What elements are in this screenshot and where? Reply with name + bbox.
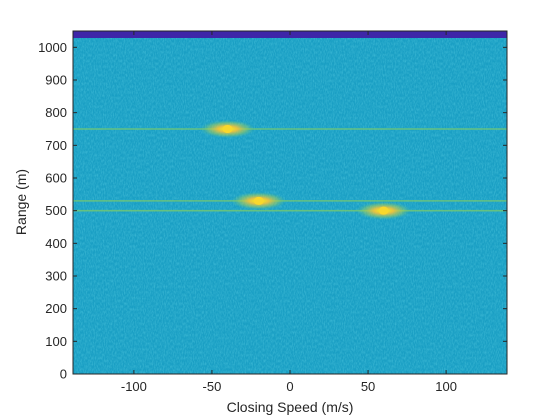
y-tick-label: 300 (45, 269, 67, 284)
y-tick-label: 1000 (38, 40, 67, 55)
y-tick-label: 700 (45, 138, 67, 153)
x-tick-label: 0 (286, 379, 293, 394)
heatmap-noise-texture (73, 31, 507, 374)
x-tick-label: -100 (121, 379, 147, 394)
y-tick-label: 600 (45, 171, 67, 186)
y-tick-label: 900 (45, 73, 67, 88)
y-tick-label: 0 (60, 367, 67, 382)
target-peak-1 (253, 196, 264, 205)
y-tick-label: 500 (45, 203, 67, 218)
target-peak-0 (222, 125, 233, 133)
y-tick-label: 400 (45, 236, 67, 251)
y-tick-label: 200 (45, 301, 67, 316)
x-tick-label: 50 (361, 379, 375, 394)
y-tick-label: 800 (45, 105, 67, 120)
target-peak-2 (378, 206, 389, 215)
x-tick-label: -50 (203, 379, 222, 394)
y-tick-label: 100 (45, 334, 67, 349)
y-axis-label: Range (m) (13, 169, 29, 235)
x-tick-label: 100 (435, 379, 457, 394)
heatmap-plot-area (73, 31, 507, 374)
x-axis-label: Closing Speed (m/s) (227, 399, 354, 415)
